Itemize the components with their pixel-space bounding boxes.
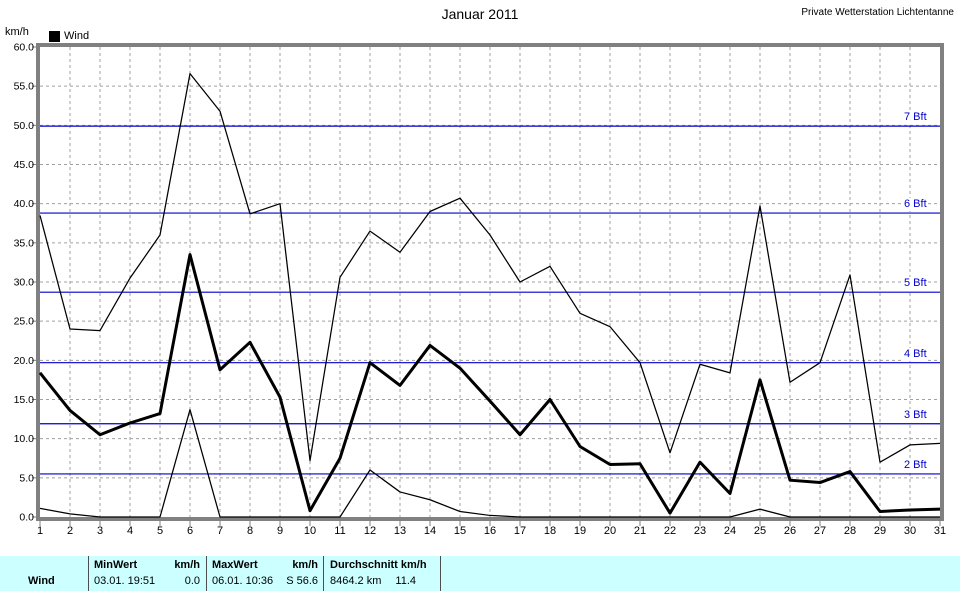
y-axis-unit-label: km/h <box>5 26 29 38</box>
beaufort-label: 7 Bft <box>903 111 928 125</box>
page-title: Januar 2011 <box>441 6 519 22</box>
x-axis-tick-label: 4 <box>127 525 133 537</box>
x-axis-tick-label: 22 <box>664 525 676 537</box>
beaufort-label: 3 Bft <box>903 408 928 422</box>
maxwert-datetime: 06.01. 10:36 <box>212 575 274 587</box>
y-axis-tick-label: 25.0 <box>14 316 35 328</box>
x-axis-tick-label: 24 <box>724 525 736 537</box>
minwert-datetime: 03.01. 19:51 <box>94 575 156 587</box>
chart-canvas: 0.0 5.0 10.0 15.0 20.0 25.0 30.0 35.0 40.0 45.0 50… <box>14 42 947 538</box>
x-axis-tick-label: 13 <box>394 525 406 537</box>
y-axis-tick-label: 40.0 <box>14 198 35 210</box>
x-axis-tick-label: 21 <box>634 525 646 537</box>
beaufort-label: 6 Bft <box>903 198 928 212</box>
y-axis-tick-label: 50.0 <box>14 120 35 132</box>
beaufort-label: 4 Bft <box>903 347 928 361</box>
durchschnitt-header: Durchschnitt km/h <box>330 559 434 571</box>
y-axis-tick-label: 55.0 <box>14 81 35 93</box>
x-axis-tick-label: 16 <box>484 525 496 537</box>
y-axis-tick-label: 60.0 <box>14 42 35 54</box>
x-axis-tick-label: 29 <box>874 525 886 537</box>
x-axis-tick-label: 9 <box>277 525 283 537</box>
table-divider <box>88 556 89 591</box>
durchschnitt-header-text: Durchschnitt km/h <box>330 559 427 571</box>
maxwert-header: MaxWert km/h <box>212 559 318 571</box>
legend-swatch-icon <box>49 30 60 42</box>
beaufort-label: 2 Bft <box>903 458 928 472</box>
minwert-header: MinWert km/h <box>94 559 200 571</box>
table-row-label: Wind <box>28 575 55 587</box>
x-axis-tick-label: 12 <box>364 525 376 537</box>
x-axis-tick-label: 11 <box>334 525 345 537</box>
x-axis-tick-label: 5 <box>157 525 163 537</box>
x-axis-tick-label: 15 <box>454 525 466 537</box>
y-axis-tick-label: 5.0 <box>19 472 34 484</box>
windrun-total: 8464.2 km <box>330 575 382 587</box>
wind-durchschnitt-line <box>38 253 941 515</box>
wind-minimum-line <box>39 409 940 518</box>
maxwert-value: 06.01. 10:36 S 56.6 <box>212 575 318 587</box>
wind-line-chart: 0.0 5.0 10.0 15.0 20.0 25.0 30.0 35.0 40.0 45.0 50… <box>14 42 947 538</box>
summary-table: Wind MinWert km/h 03.01. 19:51 0.0 MaxWe… <box>0 556 960 591</box>
x-axis-tick-label: 19 <box>574 525 586 537</box>
y-axis-tick-label: 10.0 <box>14 433 35 445</box>
x-axis-tick-label: 7 <box>217 525 223 537</box>
minwert-value: 03.01. 19:51 0.0 <box>94 575 200 587</box>
y-axis-tick-label: 30.0 <box>14 277 35 289</box>
legend: Wind <box>49 30 89 42</box>
minwert-number: 0.0 <box>184 575 200 587</box>
y-axis-tick-label: 15.0 <box>14 394 35 406</box>
x-axis-tick-label: 30 <box>904 525 916 537</box>
x-axis-tick-label: 26 <box>784 525 796 537</box>
table-divider <box>323 556 324 591</box>
minwert-unit-text: km/h <box>174 559 200 571</box>
x-axis-tick-label: 8 <box>247 525 253 537</box>
maxwert-header-text: MaxWert <box>212 559 258 571</box>
x-axis-tick-label: 20 <box>604 525 616 537</box>
x-axis-tick-label: 18 <box>544 525 556 537</box>
x-axis-tick-label: 14 <box>424 525 436 537</box>
durchschnitt-value: 8464.2 km 11.4 <box>330 575 416 587</box>
table-divider <box>440 556 441 591</box>
y-axis-tick-label: 20.0 <box>14 355 35 367</box>
beaufort-label: 5 Bft <box>903 277 928 291</box>
table-divider <box>206 556 207 591</box>
x-axis-tick-label: 25 <box>754 525 766 537</box>
maxwert-number: S 56.6 <box>286 575 318 587</box>
station-name: Private Wetterstation Lichtentanne <box>801 7 954 18</box>
y-axis-tick-label: 45.0 <box>14 159 35 171</box>
x-axis-tick-label: 1 <box>37 525 43 537</box>
wind-maximum-line <box>39 73 941 463</box>
y-axis-tick-label: 35.0 <box>14 237 35 249</box>
x-axis-tick-label: 2 <box>67 525 73 537</box>
x-axis-tick-label: 6 <box>187 525 193 537</box>
maxwert-unit-text: km/h <box>292 559 318 571</box>
x-axis-tick-label: 23 <box>694 525 706 537</box>
durchschnitt-number: 11.4 <box>395 575 416 587</box>
x-axis-tick-label: 27 <box>814 525 826 537</box>
x-axis-tick-label: 31 <box>934 525 946 537</box>
x-axis-tick-label: 28 <box>844 525 856 537</box>
x-axis-tick-label: 3 <box>97 525 103 537</box>
minwert-header-text: MinWert <box>94 559 138 571</box>
x-axis-tick-label: 17 <box>514 525 526 537</box>
legend-label: Wind <box>64 30 90 42</box>
x-axis-tick-label: 10 <box>304 525 316 537</box>
y-axis-tick-label: 0.0 <box>19 512 34 524</box>
